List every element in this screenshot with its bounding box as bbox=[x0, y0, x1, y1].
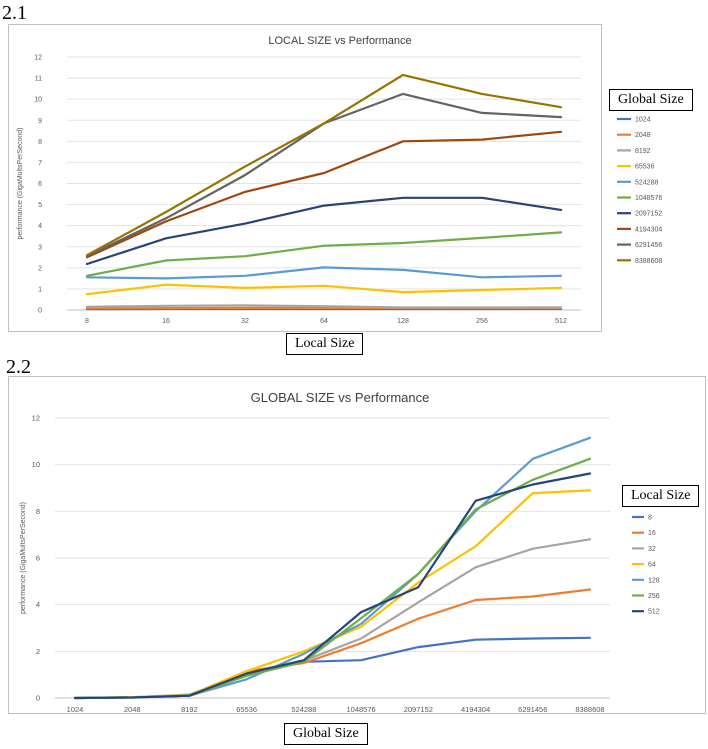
global-x-tick-label: 2097152 bbox=[404, 705, 433, 714]
local-size-axis-label: Local Size bbox=[286, 333, 364, 355]
local-legend-label-8192: 8192 bbox=[635, 148, 651, 155]
global-series-line-32 bbox=[73, 538, 592, 700]
global-y-tick-label: 6 bbox=[36, 554, 40, 563]
global-y-tick-label: 0 bbox=[36, 694, 40, 703]
local-y-tick-label: 7 bbox=[38, 160, 42, 167]
global-x-tick-label: 4194304 bbox=[461, 705, 490, 714]
local-legend-label-2048: 2048 bbox=[635, 132, 651, 139]
global-y-tick-label: 8 bbox=[36, 507, 40, 516]
local-legend-label-65536: 65536 bbox=[635, 164, 655, 171]
global-legend-label-64: 64 bbox=[648, 562, 656, 569]
global-size-legend-label: Global Size bbox=[609, 89, 693, 111]
local-y-tick-label: 0 bbox=[38, 308, 42, 315]
local-size-legend-label: Local Size bbox=[622, 485, 700, 507]
local-legend-label-1048576: 1048576 bbox=[635, 195, 662, 202]
global-y-tick-label: 10 bbox=[32, 460, 40, 469]
global-x-tick-label: 524288 bbox=[291, 705, 316, 714]
global-legend-label-32: 32 bbox=[648, 546, 656, 553]
local-series-line-65536 bbox=[85, 283, 563, 296]
local-y-tick-label: 10 bbox=[34, 97, 42, 104]
local-legend-label-524288: 524288 bbox=[635, 179, 658, 186]
global-x-tick-label: 2048 bbox=[124, 705, 141, 714]
local-y-tick-label: 12 bbox=[34, 55, 42, 62]
global-x-tick-label: 1024 bbox=[67, 705, 84, 714]
local-series-line-8388608 bbox=[85, 73, 563, 257]
local-y-tick-label: 3 bbox=[38, 244, 42, 251]
global-y-tick-label: 12 bbox=[32, 414, 40, 423]
global-legend-label-512: 512 bbox=[648, 609, 660, 616]
section-label-2-2: 2.2 bbox=[6, 356, 31, 378]
local-x-tick-label: 32 bbox=[241, 318, 249, 325]
local-series-line-1048576 bbox=[85, 231, 563, 277]
global-legend-label-16: 16 bbox=[648, 530, 656, 537]
global-series-line-8 bbox=[73, 636, 592, 700]
local-y-tick-label: 5 bbox=[38, 202, 42, 209]
local-series-line-6291456 bbox=[85, 92, 563, 258]
global-series-line-16 bbox=[73, 588, 592, 700]
local-y-tick-label: 2 bbox=[38, 265, 42, 272]
local-x-tick-label: 16 bbox=[162, 318, 170, 325]
local-y-tick-label: 1 bbox=[38, 286, 42, 293]
global-series-line-64 bbox=[73, 489, 592, 700]
global-series-line-256 bbox=[73, 457, 592, 700]
global-series-line-128 bbox=[73, 436, 592, 700]
local-y-tick-label: 9 bbox=[38, 118, 42, 125]
global-x-tick-label: 8192 bbox=[181, 705, 198, 714]
local-series-line-4194304 bbox=[85, 130, 563, 259]
global-x-tick-label: 1048576 bbox=[347, 705, 376, 714]
local-y-tick-label: 11 bbox=[35, 76, 42, 83]
local-series-line-8192 bbox=[85, 304, 563, 309]
local-y-tick-label: 4 bbox=[38, 223, 42, 230]
local-y-axis-label: performance (GigaMultsPerSecond) bbox=[17, 127, 24, 239]
global-chart-title: GLOBAL SIZE vs Performance bbox=[251, 390, 430, 405]
local-series-line-2097152 bbox=[85, 196, 563, 266]
local-legend-label-4194304: 4194304 bbox=[635, 226, 662, 233]
global-y-axis-label: performance (GigaMultsPerSecond) bbox=[20, 502, 27, 614]
local-legend-label-6291456: 6291456 bbox=[635, 242, 662, 249]
local-y-tick-label: 6 bbox=[38, 181, 42, 188]
local-x-tick-label: 64 bbox=[320, 318, 328, 325]
local-x-tick-label: 512 bbox=[555, 318, 567, 325]
global-legend-label-8: 8 bbox=[648, 515, 652, 522]
global-x-tick-label: 6291456 bbox=[518, 705, 547, 714]
local-x-tick-label: 8 bbox=[85, 318, 89, 325]
global-size-axis-label: Global Size bbox=[284, 723, 368, 745]
global-series-line-512 bbox=[73, 472, 592, 700]
local-legend-label-2097152: 2097152 bbox=[635, 211, 662, 218]
global-y-tick-label: 4 bbox=[36, 600, 40, 609]
local-x-tick-label: 256 bbox=[476, 318, 488, 325]
global-legend-label-256: 256 bbox=[648, 593, 660, 600]
global-x-tick-label: 65536 bbox=[236, 705, 257, 714]
global-legend-label-128: 128 bbox=[648, 577, 660, 584]
chart-frame-global-size bbox=[8, 376, 706, 714]
global-x-tick-label: 8388608 bbox=[575, 705, 604, 714]
local-chart-title: LOCAL SIZE vs Performance bbox=[268, 35, 411, 47]
local-series-line-524288 bbox=[85, 266, 563, 280]
local-y-tick-label: 8 bbox=[38, 139, 42, 146]
global-y-tick-label: 2 bbox=[36, 647, 40, 656]
local-x-tick-label: 128 bbox=[397, 318, 409, 325]
section-label-2-1: 2.1 bbox=[2, 2, 27, 24]
local-legend-label-1024: 1024 bbox=[635, 117, 651, 124]
local-legend-label-8388608: 8388608 bbox=[635, 258, 662, 265]
